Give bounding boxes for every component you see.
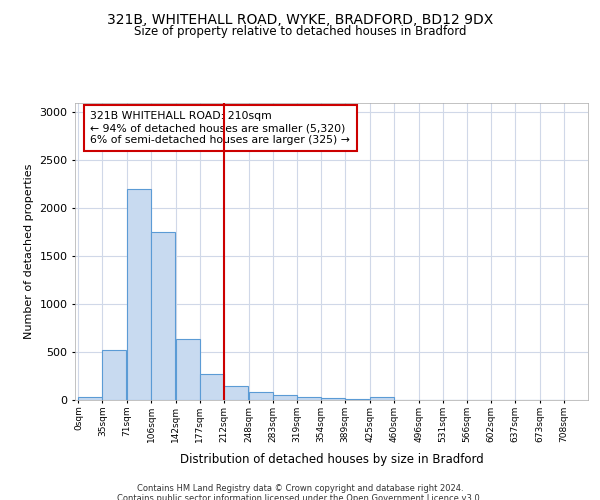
- Text: 321B, WHITEHALL ROAD, WYKE, BRADFORD, BD12 9DX: 321B, WHITEHALL ROAD, WYKE, BRADFORD, BD…: [107, 12, 493, 26]
- X-axis label: Distribution of detached houses by size in Bradford: Distribution of detached houses by size …: [179, 453, 484, 466]
- Y-axis label: Number of detached properties: Number of detached properties: [23, 164, 34, 339]
- Text: Size of property relative to detached houses in Bradford: Size of property relative to detached ho…: [134, 25, 466, 38]
- Bar: [79, 397, 103, 400]
- Text: Contains public sector information licensed under the Open Government Licence v3: Contains public sector information licen…: [118, 494, 482, 500]
- Bar: [248, 392, 272, 400]
- Bar: [176, 339, 200, 400]
- Bar: [370, 396, 394, 400]
- Bar: [297, 397, 321, 400]
- Bar: [103, 350, 127, 400]
- Bar: [321, 398, 345, 400]
- Bar: [200, 374, 224, 400]
- Bar: [127, 189, 151, 400]
- Bar: [224, 386, 248, 400]
- Text: Contains HM Land Registry data © Crown copyright and database right 2024.: Contains HM Land Registry data © Crown c…: [137, 484, 463, 493]
- Text: 321B WHITEHALL ROAD: 210sqm
← 94% of detached houses are smaller (5,320)
6% of s: 321B WHITEHALL ROAD: 210sqm ← 94% of det…: [91, 112, 350, 144]
- Bar: [272, 395, 296, 400]
- Bar: [345, 398, 369, 400]
- Bar: [151, 232, 175, 400]
